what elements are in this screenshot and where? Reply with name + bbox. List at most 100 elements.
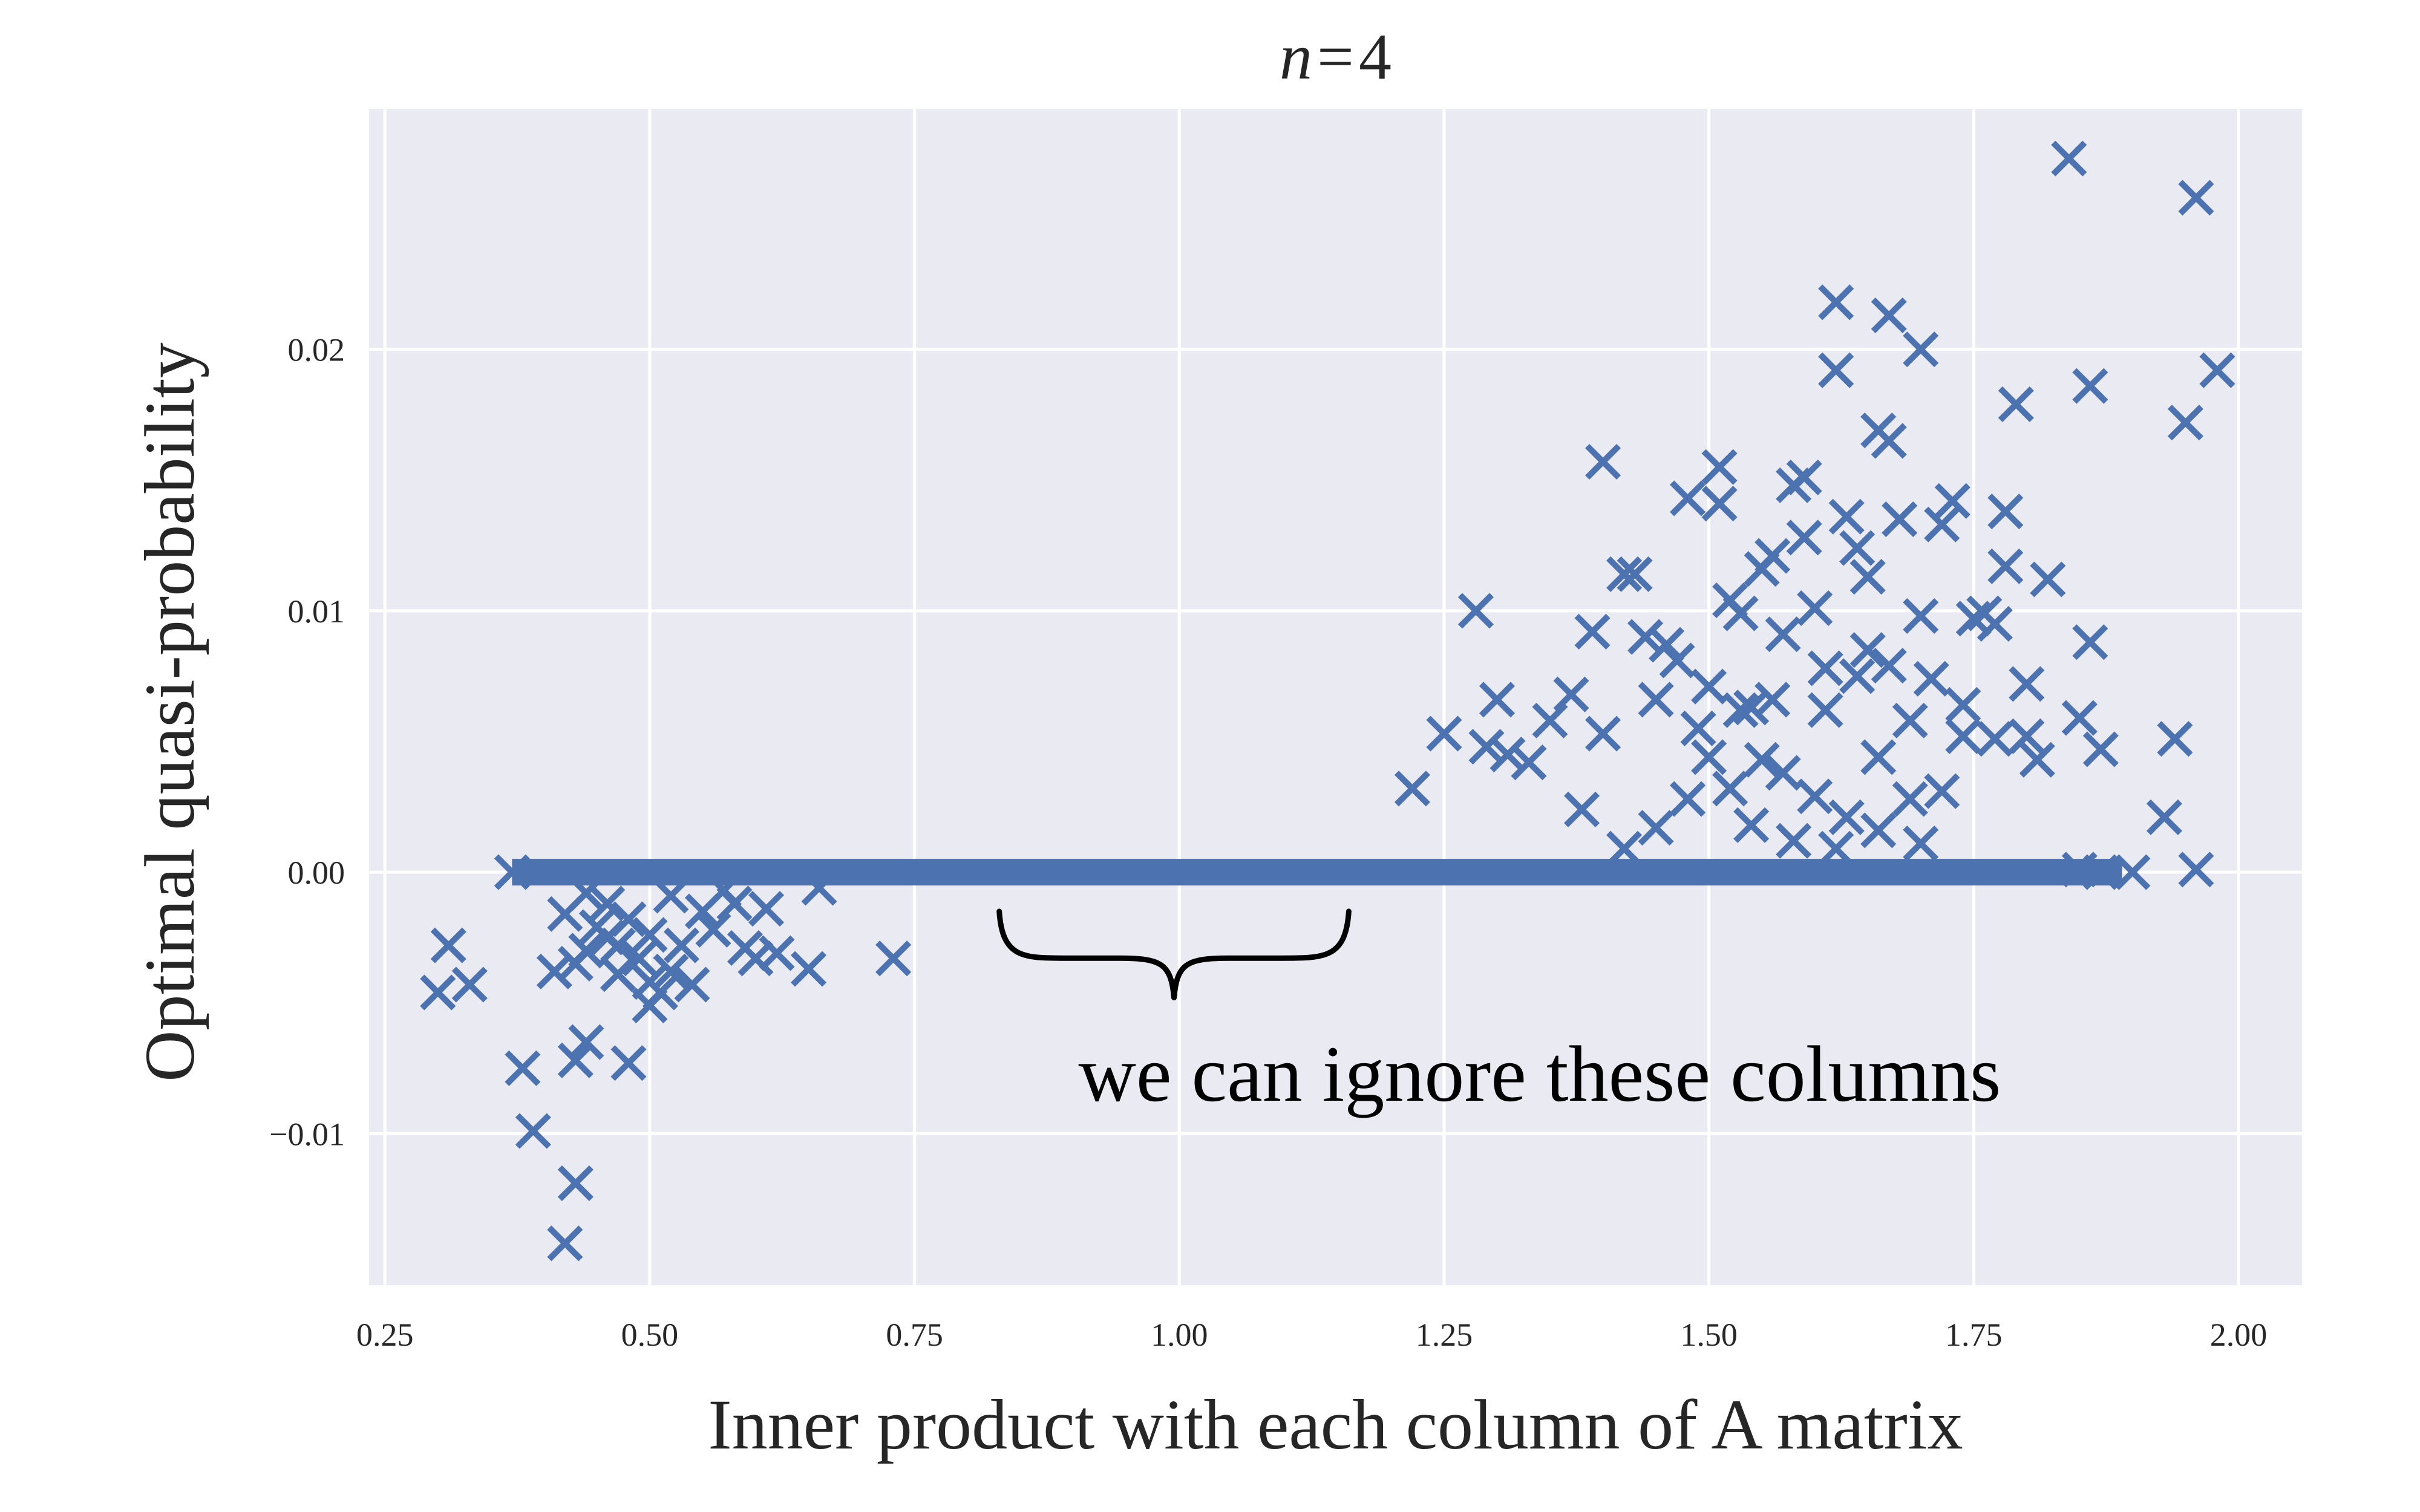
data-point [568, 933, 604, 969]
data-point [2019, 741, 2055, 778]
data-point [1754, 538, 1791, 574]
data-point [1786, 520, 1822, 556]
data-point [1945, 718, 1981, 754]
data-point [420, 974, 456, 1011]
data-point [1871, 423, 1907, 459]
data-point [1797, 778, 1833, 815]
x-tick-labels: 0.25 0.50 0.75 1.00 1.25 1.50 1.75 2.00 [356, 1317, 2267, 1353]
data-point [1849, 632, 1886, 668]
data-point [748, 891, 785, 927]
y-axis-label: Optimal quasi-probability [130, 342, 209, 1081]
data-point [1818, 830, 1854, 867]
data-point [653, 953, 689, 989]
x-axis-label: Inner product with each column of A matr… [708, 1385, 1963, 1464]
data-point [1955, 601, 1992, 637]
data-point [2178, 852, 2214, 888]
data-point [1490, 737, 1526, 773]
data-point [1712, 771, 1748, 807]
data-point [1468, 729, 1505, 765]
data-point [1394, 771, 1430, 807]
data-point [589, 885, 626, 922]
data-point [515, 1113, 551, 1149]
data-point [1722, 692, 1759, 728]
data-point [2009, 666, 2045, 702]
data-point [1532, 702, 1568, 738]
x-tick-label: 0.75 [886, 1317, 943, 1353]
data-point [1638, 682, 1674, 718]
data-point [1839, 530, 1876, 566]
data-point [547, 896, 583, 932]
data-point [2167, 405, 2203, 441]
x-tick-label: 1.00 [1151, 1317, 1208, 1353]
data-point [1987, 494, 2024, 530]
data-point [1903, 598, 1939, 634]
data-point [610, 901, 647, 937]
title-variable: n [1280, 21, 1312, 93]
y-tick-label: 0.00 [288, 855, 345, 891]
data-point [1977, 605, 2013, 642]
data-point [1849, 559, 1886, 595]
data-point [430, 927, 466, 963]
title-number: 4 [1359, 21, 1392, 93]
x-tick-label: 1.25 [1416, 1317, 1473, 1353]
data-point [1924, 506, 1960, 543]
zero-band-fill [512, 859, 2122, 886]
data-point [505, 1050, 541, 1086]
data-point [1701, 449, 1738, 485]
data-point [1871, 648, 1907, 684]
data-point [1860, 739, 1897, 775]
x-tick-label: 1.75 [1945, 1317, 2003, 1353]
data-points [420, 140, 2235, 1262]
y-tick-label: −0.01 [269, 1116, 345, 1152]
data-point [600, 956, 636, 992]
data-point [2030, 561, 2066, 598]
data-point [695, 911, 731, 948]
data-point [2199, 352, 2235, 388]
data-point [1563, 791, 1600, 827]
data-point [1924, 773, 1960, 809]
data-point [1617, 556, 1653, 592]
data-point [2072, 624, 2108, 660]
data-point [1457, 593, 1494, 629]
data-point [1828, 498, 1865, 535]
data-point [1807, 692, 1843, 728]
data-point [1818, 352, 1854, 388]
data-point [1649, 627, 1685, 663]
data-point [1659, 642, 1695, 679]
data-point [1977, 721, 2013, 757]
data-point [759, 935, 795, 971]
data-point [1627, 619, 1664, 655]
data-point [1839, 658, 1876, 694]
data-point [1998, 386, 2034, 422]
data-point [2061, 852, 2098, 888]
y-tick-label: 0.02 [288, 332, 345, 368]
data-point [1913, 660, 1949, 697]
curly-brace [996, 908, 1352, 1001]
data-point [1606, 556, 1643, 592]
data-point [2082, 731, 2119, 767]
data-point [557, 1165, 594, 1201]
data-point [547, 1225, 583, 1262]
data-point [451, 966, 488, 1003]
data-point [1606, 830, 1643, 867]
data-point [1892, 781, 1928, 817]
data-point [2072, 368, 2108, 404]
data-point [2146, 799, 2182, 835]
data-point [621, 940, 657, 977]
data-point [632, 917, 668, 953]
zero-band [512, 859, 2122, 886]
data-point [600, 927, 636, 963]
x-tick-label: 1.50 [1680, 1317, 1738, 1353]
x-tick-label: 2.00 [2210, 1317, 2268, 1353]
data-point [1882, 501, 1918, 538]
data-point [1860, 812, 1897, 849]
annotation-text: we can ignore these columns [1079, 1029, 2001, 1118]
data-point [1701, 486, 1738, 522]
data-point [653, 878, 689, 914]
data-point [1818, 284, 1854, 321]
data-point [1828, 799, 1865, 835]
x-tick-label: 0.50 [621, 1317, 679, 1353]
data-point [1765, 616, 1801, 653]
